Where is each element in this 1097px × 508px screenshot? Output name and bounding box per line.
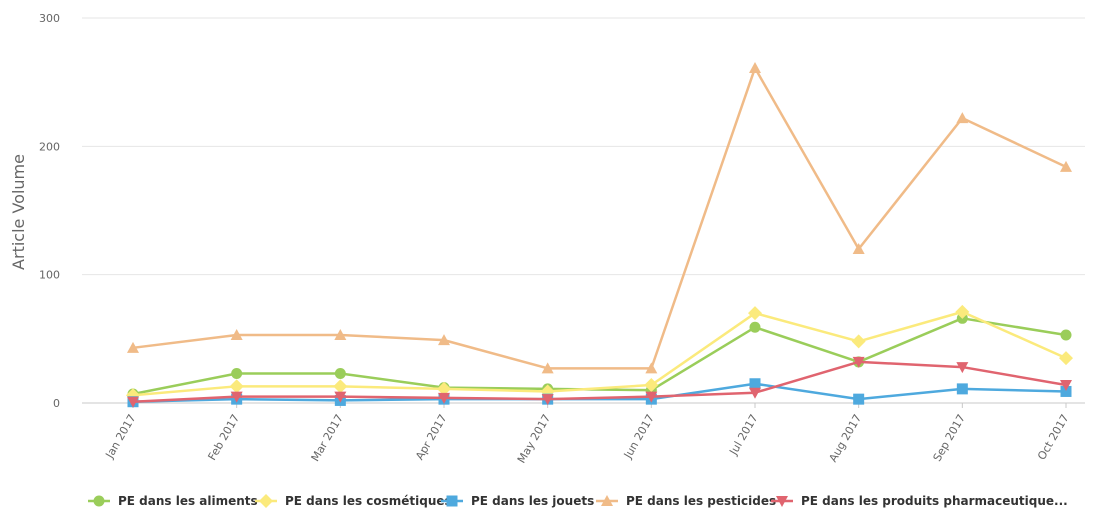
data-point [334, 328, 347, 340]
y-axis: 0 100 200 300 [39, 12, 60, 410]
x-tick-label: Jun 2017 [621, 412, 657, 462]
series-group [126, 62, 1073, 408]
data-point [438, 334, 450, 346]
data-point [438, 392, 450, 404]
legend-label: PE dans les cosmétiques [285, 494, 452, 508]
y-axis-title: Article Volume [9, 154, 28, 270]
legend-marker [776, 496, 788, 507]
x-tick-label: Feb 2017 [206, 412, 243, 463]
legend-label: PE dans les jouets [471, 494, 594, 508]
legend-item[interactable]: PE dans les produits pharmaceutique... [771, 494, 1068, 508]
y-tick-label: 0 [53, 397, 60, 410]
series-line [132, 66, 1067, 370]
data-point [437, 381, 451, 396]
data-point [749, 387, 761, 399]
data-point [230, 328, 243, 340]
data-point [229, 379, 244, 394]
data-point [1060, 329, 1072, 341]
data-point [541, 362, 554, 374]
legend-item[interactable]: PE dans les aliments [88, 494, 258, 508]
data-point [333, 379, 348, 394]
legend-item[interactable]: PE dans les pesticides [596, 494, 776, 508]
data-point [852, 243, 865, 254]
data-point [749, 378, 761, 390]
y-tick-label: 300 [39, 12, 60, 25]
data-point [127, 341, 139, 353]
data-point [230, 391, 243, 403]
legend-item[interactable]: PE dans les jouets [441, 494, 594, 508]
series-line [132, 310, 1067, 397]
series-line [132, 317, 1067, 396]
y-tick-label: 100 [39, 269, 60, 282]
grid-lines [82, 17, 1085, 404]
data-point [645, 391, 658, 403]
data-point [852, 356, 865, 368]
legend-marker [601, 495, 613, 506]
legend-marker [93, 495, 105, 507]
legend-label: PE dans les aliments [118, 494, 258, 508]
legend-marker [259, 494, 273, 508]
x-tick-label: Jan 2017 [103, 412, 139, 461]
series-5 [127, 356, 1072, 408]
data-point [645, 362, 658, 374]
data-point [749, 321, 761, 333]
legend-marker [446, 495, 458, 507]
data-point [334, 367, 346, 379]
y-tick-label: 200 [39, 140, 60, 153]
data-point [749, 62, 761, 74]
series-line [132, 360, 1067, 403]
data-point [956, 112, 969, 124]
data-point [1060, 380, 1072, 392]
data-point [1060, 385, 1072, 397]
data-point [541, 394, 554, 406]
legend-label: PE dans les produits pharmaceutique... [801, 494, 1068, 508]
x-tick-label: Apr 2017 [413, 412, 450, 462]
series-4 [127, 62, 1072, 374]
x-tick-label: May 2017 [515, 412, 553, 465]
legend-label: PE dans les pesticides [626, 494, 776, 508]
data-point [955, 304, 970, 319]
x-tick-label: Oct 2017 [1035, 412, 1072, 462]
data-point [231, 367, 243, 379]
data-point [956, 362, 969, 374]
x-tick-label: Jul 2017 [726, 412, 760, 458]
data-point [644, 378, 659, 393]
legend: PE dans les aliments PE dans les cosmétiq… [88, 494, 1068, 508]
data-point [851, 334, 866, 349]
series-line [132, 382, 1067, 403]
legend-item[interactable]: PE dans les cosmétiques [255, 494, 452, 508]
data-point [1059, 351, 1073, 366]
data-point [334, 391, 347, 403]
data-point [127, 396, 139, 408]
x-axis: Jan 2017 Feb 2017 Mar 2017 Apr 2017 May 2017… [103, 403, 1072, 465]
data-point [748, 306, 762, 321]
x-tick-label: Aug 2017 [827, 412, 865, 464]
x-tick-label: Mar 2017 [309, 412, 346, 464]
series-2 [126, 304, 1073, 403]
data-point [1060, 160, 1072, 172]
data-point [956, 383, 968, 395]
x-tick-label: Sep 2017 [931, 412, 968, 464]
data-point [853, 393, 865, 405]
